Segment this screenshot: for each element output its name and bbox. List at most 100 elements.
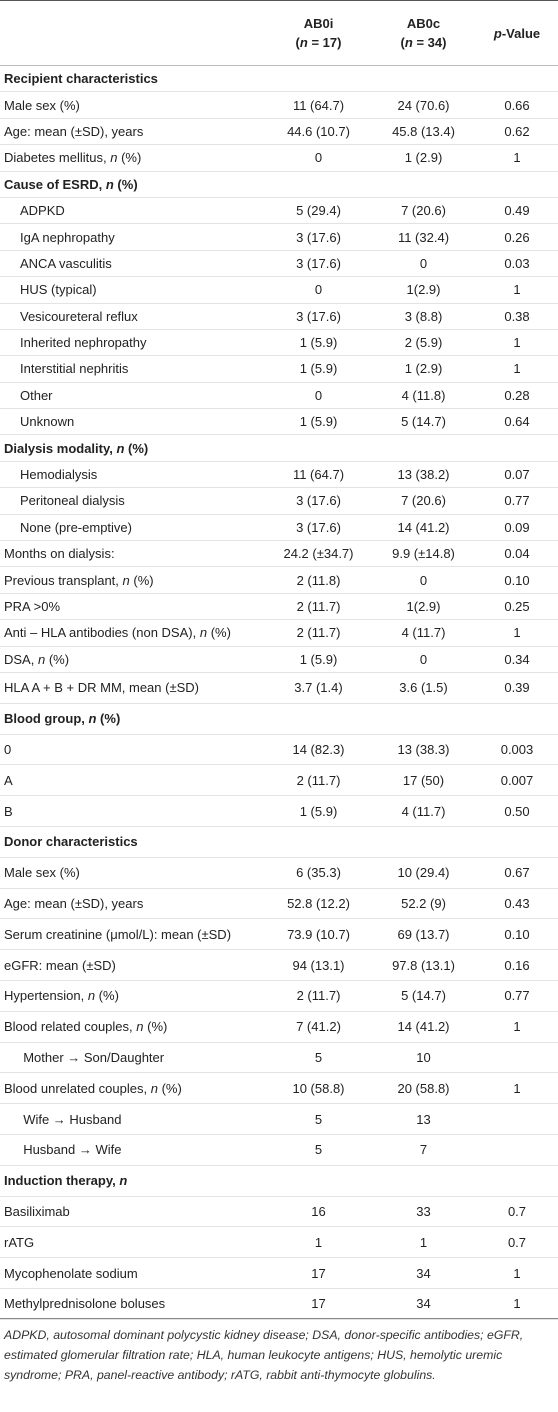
value-cell: 3 (8.8)	[371, 303, 476, 330]
value-cell: 5	[266, 1134, 371, 1166]
row-label: Blood related couples, n (%)	[0, 1011, 266, 1043]
value-cell: 1	[476, 1288, 558, 1320]
value-cell: 7 (41.2)	[266, 1011, 371, 1043]
empty-cell	[476, 1042, 558, 1074]
value-cell: 0.34	[476, 646, 558, 673]
empty-cell	[476, 434, 558, 462]
value-cell: 0	[371, 646, 476, 673]
table-row: None (pre-emptive) 3 (17.6) 14 (41.2) 0.09	[0, 514, 558, 542]
table-row: Male sex (%) 6 (35.3) 10 (29.4) 0.67	[0, 857, 558, 889]
table-row: Blood related couples, n (%) 7 (41.2) 14 (…	[0, 1011, 558, 1043]
table-row: Hemodialysis 11 (64.7) 13 (38.2) 0.07	[0, 461, 558, 489]
empty-cell	[476, 171, 558, 198]
row-label: None (pre-emptive)	[0, 514, 266, 542]
header-line: AB0c	[406, 16, 441, 31]
table-row: HUS (typical) 0 1(2.9) 1	[0, 276, 558, 304]
value-cell: 2 (11.7)	[266, 593, 371, 621]
row-label: Hemodialysis	[0, 461, 266, 489]
row-label: HUS (typical)	[0, 276, 266, 304]
header-line: (n = 17)	[295, 35, 342, 50]
value-cell: 0.49	[476, 197, 558, 225]
row-label: Basiliximab	[0, 1196, 266, 1228]
value-cell: 0.003	[476, 734, 558, 766]
value-cell: 5	[266, 1103, 371, 1135]
row-label: Husband → Wife	[0, 1134, 266, 1166]
header-cell: AB0i (n = 17)	[266, 0, 371, 66]
table-row: Donor characteristics	[0, 826, 558, 858]
table-row: Unknown 1 (5.9) 5 (14.7) 0.64	[0, 408, 558, 436]
value-cell: 4 (11.8)	[371, 382, 476, 410]
empty-cell	[476, 1165, 558, 1197]
value-cell: 1 (5.9)	[266, 355, 371, 383]
table-row: Induction therapy, n	[0, 1165, 558, 1197]
table-row: Cause of ESRD, n (%)	[0, 171, 558, 198]
value-cell: 13	[371, 1103, 476, 1135]
value-cell: 5 (14.7)	[371, 408, 476, 436]
row-label: Diabetes mellitus, n (%)	[0, 144, 266, 172]
header-row: AB0i (n = 17) AB0c (n = 34) p-Value	[0, 0, 558, 66]
table-row: Interstitial nephritis 1 (5.9) 1 (2.9) 1	[0, 355, 558, 383]
value-cell: 13 (38.2)	[371, 461, 476, 489]
value-cell: 0.38	[476, 303, 558, 330]
empty-cell	[371, 826, 476, 858]
row-label: Male sex (%)	[0, 91, 266, 119]
value-cell: 0	[266, 144, 371, 172]
value-cell: 0.03	[476, 250, 558, 278]
empty-cell	[266, 434, 371, 462]
table-row: Husband → Wife 5 7	[0, 1134, 558, 1166]
empty-cell	[266, 1165, 371, 1197]
value-cell: 0.26	[476, 223, 558, 251]
value-cell: 0.50	[476, 795, 558, 827]
value-cell: 3 (17.6)	[266, 223, 371, 251]
value-cell: 1 (5.9)	[266, 795, 371, 827]
value-cell: 73.9 (10.7)	[266, 918, 371, 951]
value-cell: 2 (11.7)	[266, 619, 371, 647]
table-row: Wife → Husband 5 13	[0, 1103, 558, 1135]
value-cell: 0.67	[476, 857, 558, 889]
row-label: Peritoneal dialysis	[0, 487, 266, 515]
value-cell: 34	[371, 1288, 476, 1320]
value-cell: 1	[476, 144, 558, 172]
value-cell: 1	[476, 355, 558, 383]
value-cell: 0	[266, 276, 371, 304]
value-cell: 1	[476, 329, 558, 357]
value-cell: 1	[476, 1257, 558, 1289]
value-cell: 0.7	[476, 1196, 558, 1228]
value-cell: 3.7 (1.4)	[266, 672, 371, 704]
table-row: Mother → Son/Daughter 5 10	[0, 1042, 558, 1074]
table-row: Mycophenolate sodium 17 34 1	[0, 1257, 558, 1289]
value-cell: 10	[371, 1042, 476, 1074]
table-row: Vesicoureteral reflux 3 (17.6) 3 (8.8) 0.38	[0, 303, 558, 330]
value-cell: 1	[266, 1226, 371, 1259]
value-cell: 4 (11.7)	[371, 619, 476, 647]
value-cell: 3 (17.6)	[266, 303, 371, 330]
table-row: eGFR: mean (±SD) 94 (13.1) 97.8 (13.1) 0.16	[0, 949, 558, 981]
header-line: AB0i	[303, 16, 334, 31]
empty-cell	[371, 703, 476, 735]
empty-cell	[476, 826, 558, 858]
value-cell: 1 (5.9)	[266, 646, 371, 673]
value-cell: 0.77	[476, 487, 558, 515]
value-cell: 0	[371, 250, 476, 278]
value-cell: 1	[371, 1226, 476, 1259]
value-cell: 45.8 (13.4)	[371, 118, 476, 146]
table-row: Previous transplant, n (%) 2 (11.8) 0 0.10	[0, 566, 558, 594]
empty-cell	[476, 1103, 558, 1135]
row-label: Unknown	[0, 408, 266, 436]
table-row: IgA nephropathy 3 (17.6) 11 (32.4) 0.26	[0, 223, 558, 251]
value-cell: 0.28	[476, 382, 558, 410]
value-cell: 44.6 (10.7)	[266, 118, 371, 146]
row-label: 0	[0, 734, 266, 766]
value-cell: 0	[371, 566, 476, 594]
value-cell: 1(2.9)	[371, 276, 476, 304]
value-cell: 0.39	[476, 672, 558, 704]
value-cell: 0.66	[476, 91, 558, 119]
row-heading: Recipient characteristics	[0, 65, 266, 93]
value-cell: 3 (17.6)	[266, 487, 371, 515]
row-label: Age: mean (±SD), years	[0, 888, 266, 920]
table-row: PRA >0% 2 (11.7) 1(2.9) 0.25	[0, 593, 558, 621]
empty-cell	[371, 171, 476, 198]
value-cell: 0.04	[476, 540, 558, 568]
table-row: Blood group, n (%)	[0, 703, 558, 735]
table-row: ANCA vasculitis 3 (17.6) 0 0.03	[0, 250, 558, 278]
